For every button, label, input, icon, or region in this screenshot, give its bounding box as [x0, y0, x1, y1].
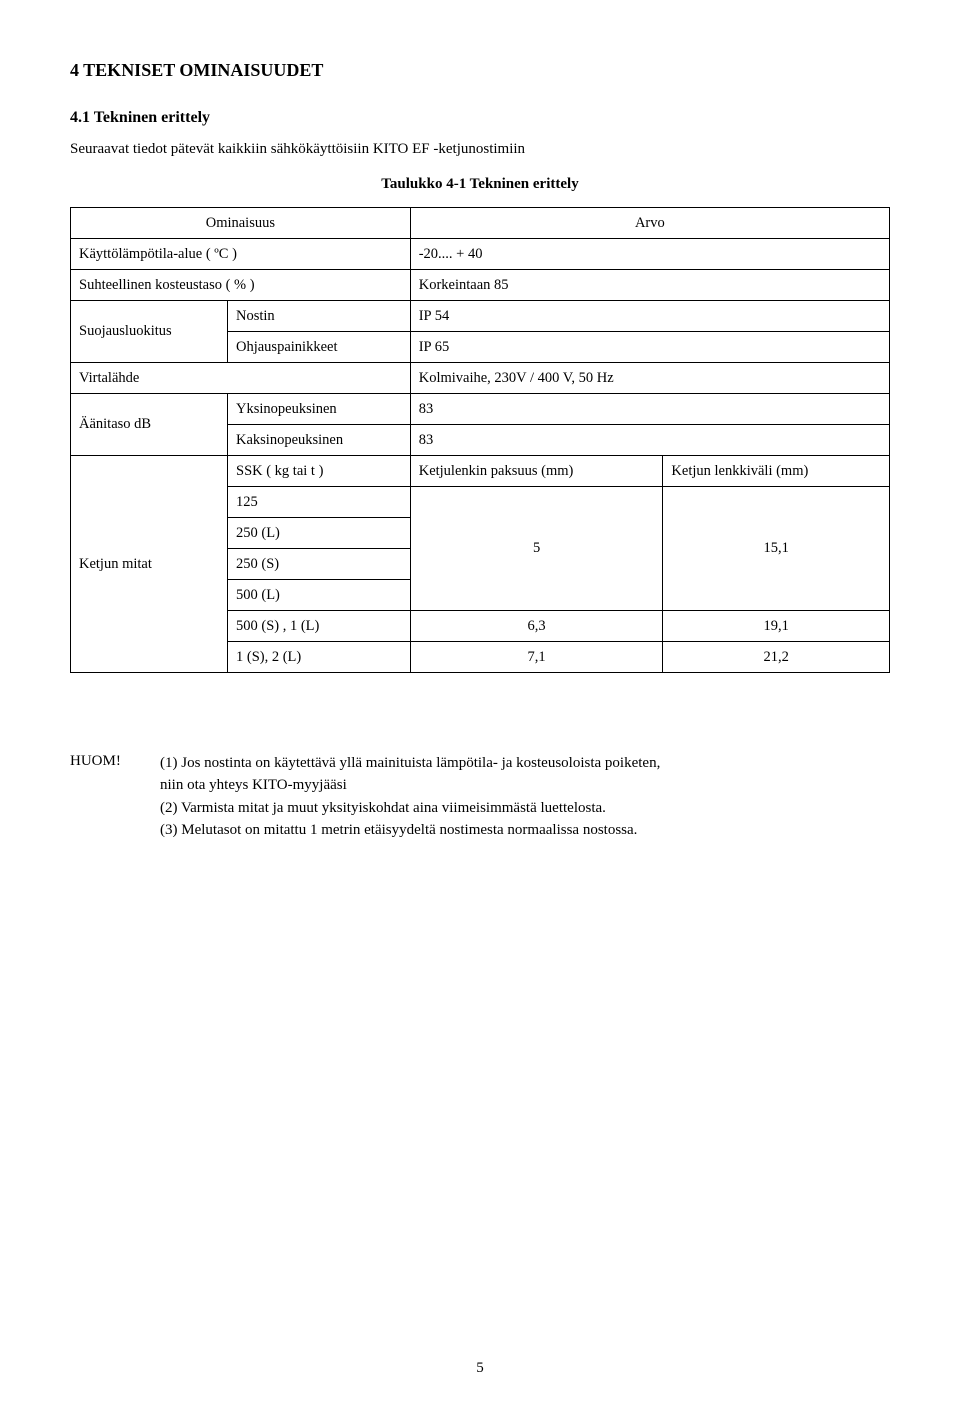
- note-line: niin ota yhteys KITO-myyjääsi: [160, 775, 660, 795]
- cell: Korkeintaan 85: [410, 270, 889, 301]
- header-cell: Ominaisuus: [71, 208, 411, 239]
- page-number: 5: [0, 1360, 960, 1377]
- table-caption: Taulukko 4-1 Tekninen erittely: [70, 176, 890, 193]
- cell: Äänitaso dB: [71, 394, 228, 456]
- cell: Ketjun mitat: [71, 456, 228, 673]
- intro-text: Seuraavat tiedot pätevät kaikkiin sähkök…: [70, 141, 890, 158]
- cell: 1 (S), 2 (L): [228, 642, 411, 673]
- cell: -20.... + 40: [410, 239, 889, 270]
- cell: Suojausluokitus: [71, 301, 228, 363]
- cell: 250 (L): [228, 518, 411, 549]
- cell: 15,1: [663, 487, 890, 611]
- spec-table: Ominaisuus Arvo Käyttölämpötila-alue ( º…: [70, 207, 890, 673]
- cell: Kolmivaihe, 230V / 400 V, 50 Hz: [410, 363, 889, 394]
- cell: Virtalähde: [71, 363, 411, 394]
- cell: Nostin: [228, 301, 411, 332]
- cell: Ketjun lenkkiväli (mm): [663, 456, 890, 487]
- cell: 19,1: [663, 611, 890, 642]
- table-row: Käyttölämpötila-alue ( ºC ) -20.... + 40: [71, 239, 890, 270]
- notes-block: HUOM! (1) Jos nostinta on käytettävä yll…: [70, 753, 890, 842]
- cell: 83: [410, 425, 889, 456]
- table-row: Ominaisuus Arvo: [71, 208, 890, 239]
- table-row: Ketjun mitat SSK ( kg tai t ) Ketjulenki…: [71, 456, 890, 487]
- header-cell: Arvo: [410, 208, 889, 239]
- cell: Suhteellinen kosteustaso ( % ): [71, 270, 411, 301]
- cell: SSK ( kg tai t ): [228, 456, 411, 487]
- subsection-heading: 4.1 Tekninen erittely: [70, 109, 890, 127]
- cell: 83: [410, 394, 889, 425]
- note-line: (3) Melutasot on mitattu 1 metrin etäisy…: [160, 820, 660, 840]
- table-row: Virtalähde Kolmivaihe, 230V / 400 V, 50 …: [71, 363, 890, 394]
- cell: Ketjulenkin paksuus (mm): [410, 456, 663, 487]
- cell: Kaksinopeuksinen: [228, 425, 411, 456]
- note-line: (2) Varmista mitat ja muut yksityiskohda…: [160, 798, 660, 818]
- note-body: (1) Jos nostinta on käytettävä yllä main…: [160, 753, 660, 842]
- cell: IP 65: [410, 332, 889, 363]
- cell: 21,2: [663, 642, 890, 673]
- cell: Käyttölämpötila-alue ( ºC ): [71, 239, 411, 270]
- table-row: Suojausluokitus Nostin IP 54: [71, 301, 890, 332]
- cell: IP 54: [410, 301, 889, 332]
- cell: 125: [228, 487, 411, 518]
- cell: 6,3: [410, 611, 663, 642]
- section-heading: 4 TEKNISET OMINAISUUDET: [70, 60, 890, 81]
- table-row: Suhteellinen kosteustaso ( % ) Korkeinta…: [71, 270, 890, 301]
- cell: 500 (L): [228, 580, 411, 611]
- cell: Ohjauspainikkeet: [228, 332, 411, 363]
- table-row: Äänitaso dB Yksinopeuksinen 83: [71, 394, 890, 425]
- note-lead: HUOM!: [70, 753, 160, 842]
- note-line: (1) Jos nostinta on käytettävä yllä main…: [160, 753, 660, 773]
- cell: 7,1: [410, 642, 663, 673]
- cell: 250 (S): [228, 549, 411, 580]
- cell: 5: [410, 487, 663, 611]
- cell: 500 (S) , 1 (L): [228, 611, 411, 642]
- cell: Yksinopeuksinen: [228, 394, 411, 425]
